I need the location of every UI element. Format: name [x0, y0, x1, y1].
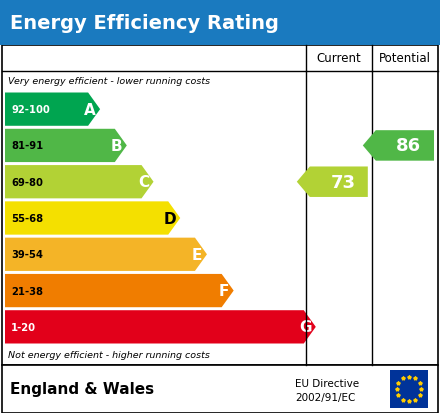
Text: B: B	[111, 139, 123, 154]
Text: 21-38: 21-38	[11, 286, 43, 296]
Text: 39-54: 39-54	[11, 250, 43, 260]
Text: 55-68: 55-68	[11, 214, 43, 223]
Text: EU Directive: EU Directive	[295, 378, 359, 388]
Text: 81-91: 81-91	[11, 141, 43, 151]
Text: 1-20: 1-20	[11, 322, 36, 332]
Text: 86: 86	[396, 137, 422, 155]
Text: Energy Efficiency Rating: Energy Efficiency Rating	[10, 14, 279, 33]
Text: 69-80: 69-80	[11, 177, 43, 187]
Polygon shape	[5, 166, 154, 199]
Text: F: F	[219, 283, 229, 298]
Text: Not energy efficient - higher running costs: Not energy efficient - higher running co…	[8, 351, 210, 360]
Polygon shape	[297, 167, 368, 197]
Text: C: C	[138, 175, 149, 190]
Polygon shape	[5, 93, 100, 126]
Text: A: A	[84, 102, 96, 117]
Polygon shape	[5, 311, 316, 344]
Text: E: E	[192, 247, 202, 262]
Text: England & Wales: England & Wales	[10, 382, 154, 396]
Bar	[0, 0, 440, 46]
Polygon shape	[5, 274, 234, 307]
Polygon shape	[5, 238, 207, 271]
Text: Current: Current	[316, 52, 361, 65]
Polygon shape	[363, 131, 434, 161]
Text: Very energy efficient - lower running costs: Very energy efficient - lower running co…	[8, 77, 210, 86]
Bar	[2, 365, 438, 413]
Text: Potential: Potential	[379, 52, 431, 65]
Text: 73: 73	[330, 173, 355, 191]
Text: G: G	[300, 320, 312, 335]
Bar	[390, 370, 428, 408]
Text: 92-100: 92-100	[11, 105, 50, 115]
Bar	[2, 46, 438, 365]
Text: D: D	[164, 211, 176, 226]
Text: 2002/91/EC: 2002/91/EC	[295, 392, 356, 402]
Polygon shape	[5, 202, 180, 235]
Polygon shape	[5, 129, 127, 163]
